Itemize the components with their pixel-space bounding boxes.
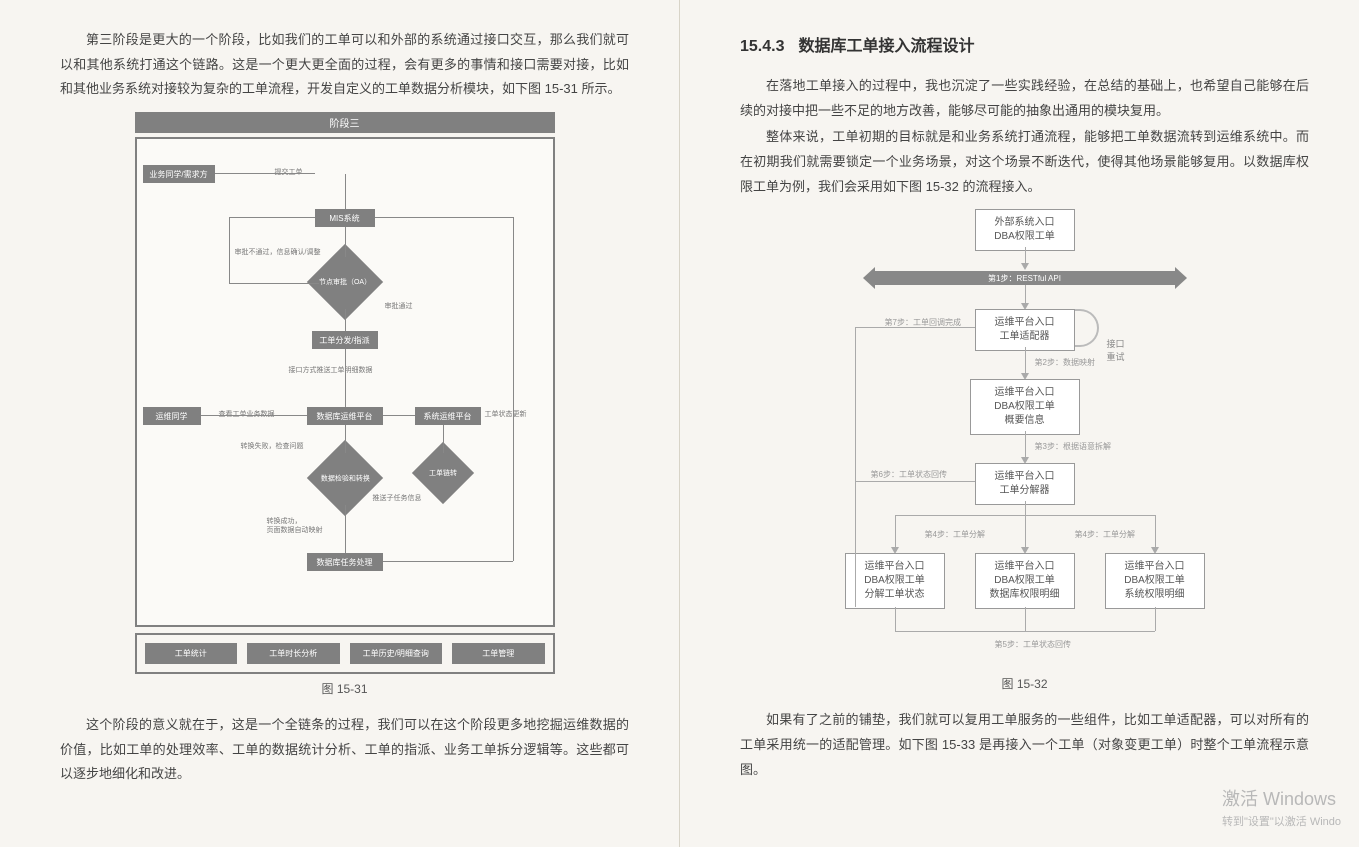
retry-label: 接口 重试 xyxy=(1107,337,1125,363)
module-duration: 工单时长分析 xyxy=(247,643,340,664)
figure-15-32: 外部系统入口 DBA权限工单 第1步：RESTful API 第7步：工单回调完… xyxy=(740,209,1309,669)
figure-15-31: 阶段三 业务同学/需求方 提交工单 MIS系统 审批不通过，信息确认/调整 节点… xyxy=(60,112,629,674)
module-stats: 工单统计 xyxy=(145,643,238,664)
node-splitter: 运维平台入口 工单分解器 xyxy=(975,463,1075,505)
caption-15-32: 图 15-32 xyxy=(740,675,1309,692)
left-para-1: 第三阶段是更大的一个阶段，比如我们的工单可以和外部的系统通过接口交互，那么我们就… xyxy=(60,28,629,102)
label-pass: 审批通过 xyxy=(385,301,413,311)
module-manage: 工单管理 xyxy=(452,643,545,664)
node-mis: MIS系统 xyxy=(315,209,375,227)
left-para-2: 这个阶段的意义就在于，这是一个全链条的过程，我们可以在这个阶段更多地挖掘运维数据… xyxy=(60,713,629,787)
label-submit: 提交工单 xyxy=(275,167,303,177)
flowchart-container: 业务同学/需求方 提交工单 MIS系统 审批不通过，信息确认/调整 节点审批（O… xyxy=(135,137,555,627)
windows-activation-watermark: 激活 Windows 转到"设置"以激活 Windo xyxy=(1222,785,1341,829)
node-db-detail: 运维平台入口 DBA权限工单 数据库权限明细 xyxy=(975,553,1075,609)
node-sys-detail: 运维平台入口 DBA权限工单 系统权限明细 xyxy=(1105,553,1205,609)
phase-banner: 阶段三 xyxy=(135,112,555,133)
label-fail: 转换失败，检查问题 xyxy=(241,441,304,451)
right-para-2: 整体来说，工单初期的目标就是和业务系统打通流程，能够把工单数据流转到运维系统中。… xyxy=(740,125,1309,199)
node-adapter: 运维平台入口 工单适配器 xyxy=(975,309,1075,351)
node-biz-user: 业务同学/需求方 xyxy=(143,165,215,183)
right-para-1: 在落地工单接入的过程中，我也沉淀了一些实践经验，在总结的基础上，也希望自己能够在… xyxy=(740,74,1309,123)
step-2-label: 第2步：数据映射 xyxy=(1035,357,1095,368)
step-1-bar: 第1步：RESTful API xyxy=(875,271,1175,285)
node-data-ops-platform: 数据库运维平台 xyxy=(307,407,383,425)
node-dispatch: 工单分发/指派 xyxy=(312,331,378,349)
watermark-line-2: 转到"设置"以激活 Windo xyxy=(1222,813,1341,829)
step-3-label: 第3步：根据语意拆解 xyxy=(1035,441,1111,452)
watermark-line-1: 激活 Windows xyxy=(1222,785,1341,811)
label-success: 转换成功， 页面数据自动映射 xyxy=(267,517,323,535)
step-6-label: 第6步：工单状态回传 xyxy=(871,469,947,480)
step-5-label: 第5步：工单状态回传 xyxy=(995,639,1071,650)
node-db-task: 数据库任务处理 xyxy=(307,553,383,571)
caption-15-31: 图 15-31 xyxy=(60,680,629,697)
section-heading: 15.4.3 数据库工单接入流程设计 xyxy=(740,32,1309,56)
step-4-right-label: 第4步：工单分解 xyxy=(1075,529,1135,540)
section-title-text: 数据库工单接入流程设计 xyxy=(798,38,974,55)
retry-loop-icon xyxy=(1075,309,1099,347)
module-history: 工单历史/明细查询 xyxy=(350,643,443,664)
node-ops-user: 运维同学 xyxy=(143,407,201,425)
step-4-left-label: 第4步：工单分解 xyxy=(925,529,985,540)
label-push: 接口方式推送工单明细数据 xyxy=(289,365,373,375)
node-sys-ops-platform: 系统运维平台 xyxy=(415,407,481,425)
right-para-3: 如果有了之前的铺垫，我们就可以复用工单服务的一些组件，比如工单适配器，可以对所有… xyxy=(740,708,1309,782)
node-summary: 运维平台入口 DBA权限工单 概要信息 xyxy=(970,379,1080,435)
section-number: 15.4.3 xyxy=(740,38,784,56)
label-view: 查看工单业务数据 xyxy=(219,409,275,419)
label-reject: 审批不通过，信息确认/调整 xyxy=(235,247,321,257)
left-page: 第三阶段是更大的一个阶段，比如我们的工单可以和外部的系统通过接口交互，那么我们就… xyxy=(0,0,679,847)
node-external-entry: 外部系统入口 DBA权限工单 xyxy=(975,209,1075,251)
right-page: 15.4.3 数据库工单接入流程设计 在落地工单接入的过程中，我也沉淀了一些实践经… xyxy=(679,0,1359,847)
bottom-modules: 工单统计 工单时长分析 工单历史/明细查询 工单管理 xyxy=(135,633,555,674)
label-update: 工单状态更新 xyxy=(485,409,527,419)
label-report: 推送子任务信息 xyxy=(373,493,422,503)
node-status: 运维平台入口 DBA权限工单 分解工单状态 xyxy=(845,553,945,609)
